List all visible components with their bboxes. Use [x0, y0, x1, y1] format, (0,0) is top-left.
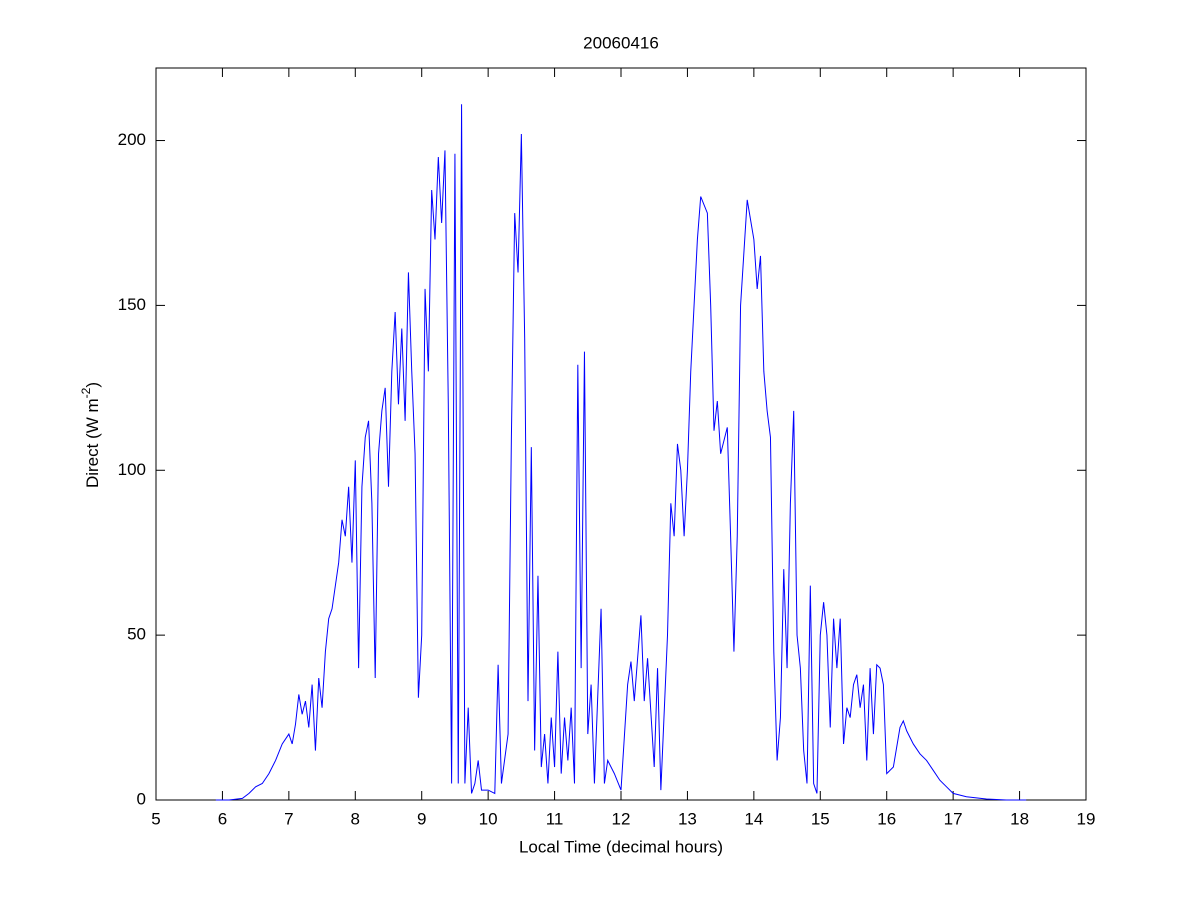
x-tick-label: 15: [811, 809, 830, 828]
x-tick-label: 10: [479, 809, 498, 828]
y-tick-label: 0: [137, 789, 146, 808]
chart-title: 20060416: [583, 33, 659, 52]
x-tick-label: 7: [284, 809, 293, 828]
x-tick-label: 11: [546, 809, 564, 828]
x-tick-label: 8: [351, 809, 360, 828]
y-axis-label-superscript: -2: [79, 387, 93, 398]
x-tick-label: 19: [1077, 809, 1096, 828]
x-tick-label: 17: [944, 809, 963, 828]
y-tick-label: 150: [118, 295, 146, 314]
x-axis-label: Local Time (decimal hours): [519, 837, 723, 856]
x-tick-label: 9: [417, 809, 426, 828]
y-tick-label: 100: [118, 460, 146, 479]
y-axis-label-text: Direct (W m: [83, 398, 102, 488]
x-tick-label: 16: [877, 809, 896, 828]
x-tick-label: 6: [218, 809, 227, 828]
x-tick-label: 5: [151, 809, 160, 828]
data-line: [215, 104, 1027, 801]
y-axis-label-suffix: ): [83, 382, 102, 388]
x-tick-label: 18: [1010, 809, 1029, 828]
x-tick-label: 12: [612, 809, 631, 828]
x-tick-label: 13: [678, 809, 697, 828]
y-tick-label: 200: [118, 130, 146, 149]
x-tick-label: 14: [744, 809, 763, 828]
y-axis-label: Direct (W m-2): [79, 382, 102, 488]
y-tick-label: 50: [127, 625, 146, 644]
